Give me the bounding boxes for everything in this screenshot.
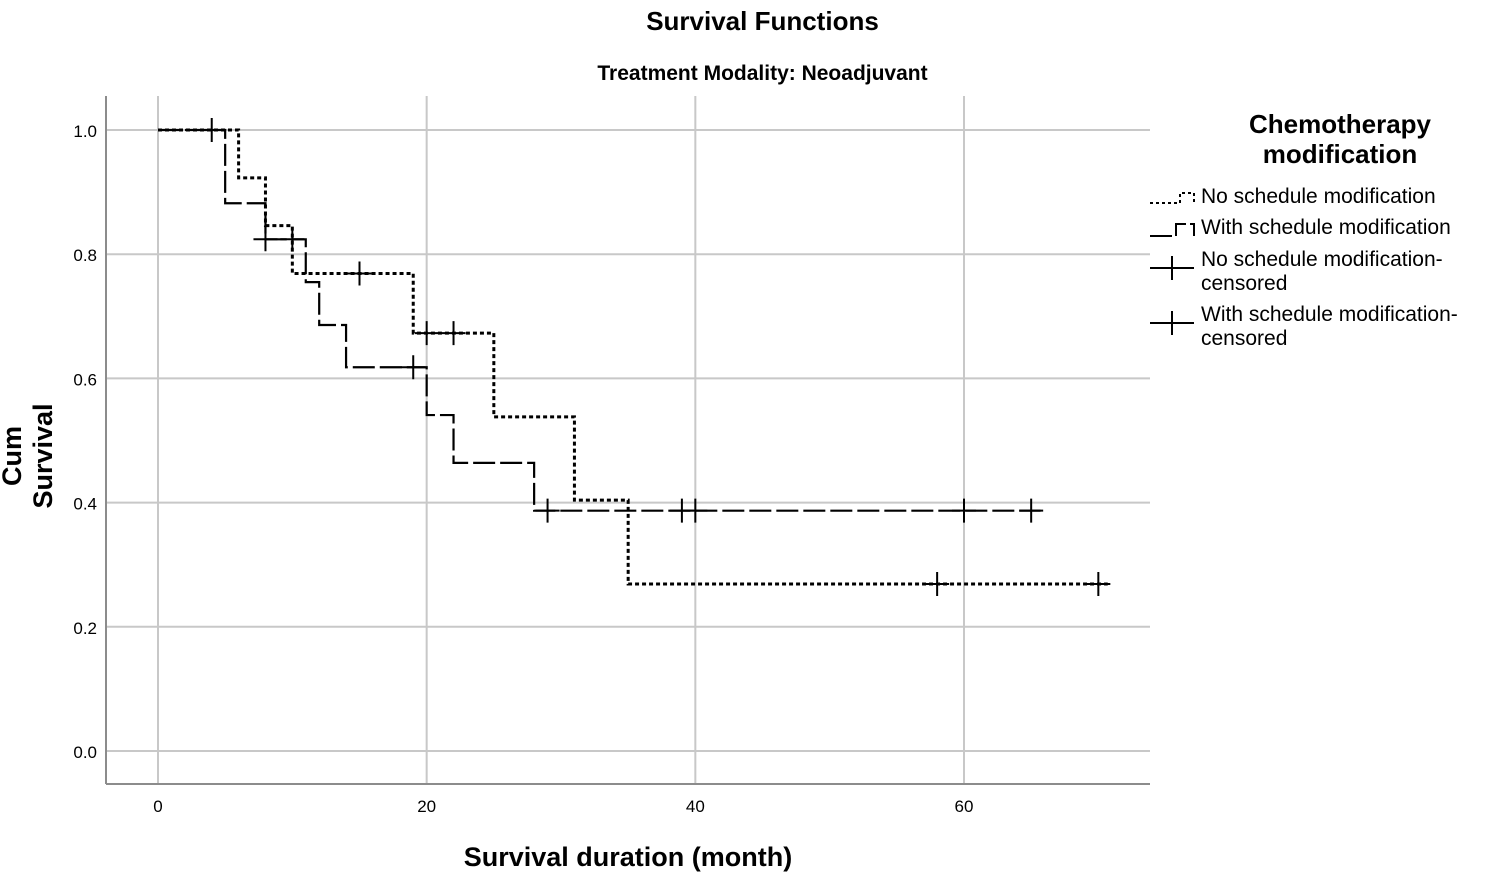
chart-title: Survival Functions [646, 6, 879, 36]
legend-title-line-2: modification [1262, 139, 1418, 169]
legend-title: Chemotherapy modification [1170, 109, 1500, 169]
censor-mark [199, 118, 224, 142]
x-tick-label: 20 [417, 797, 436, 816]
censor-mark-icon [1150, 256, 1194, 280]
x-tick-label: 60 [955, 797, 974, 816]
survival-curve-no-schedule [158, 128, 1108, 586]
dotted-line-icon [1150, 192, 1195, 204]
y-tick-label: 0.6 [73, 370, 97, 389]
x-tick-label: 40 [686, 797, 705, 816]
censor-mark [253, 227, 278, 252]
censor-mark [441, 321, 466, 346]
legend-label: With schedule modification- censored [1201, 303, 1458, 350]
censor-mark [1086, 571, 1111, 596]
x-axis-label: Survival duration (month) [463, 842, 793, 872]
x-tick-label: 0 [153, 797, 162, 816]
legend-item-with-schedule: With schedule modification [1148, 216, 1500, 266]
censor-mark [414, 321, 439, 346]
censor-mark [280, 227, 305, 252]
survival-curve-with-schedule [158, 128, 1041, 512]
legend-item-no-schedule-censored: No schedule modification- censored [1148, 248, 1500, 298]
censor-mark [401, 355, 426, 380]
censor-mark-icon [1150, 311, 1194, 335]
y-tick-label: 0.4 [73, 495, 97, 514]
chart-subtitle: Treatment Modality: Neoadjuvant [597, 62, 928, 85]
censor-mark [347, 261, 372, 286]
censor-mark [535, 498, 560, 523]
legend-label: No schedule modification- censored [1201, 248, 1443, 295]
legend-title-line-1: Chemotherapy [1248, 109, 1432, 139]
y-tick-label: 1.0 [73, 122, 97, 141]
legend-item-with-schedule-censored: With schedule modification- censored [1148, 303, 1500, 353]
censor-mark [925, 571, 950, 596]
y-tick-label: 0.2 [73, 619, 97, 638]
y-tick-label: 0.0 [73, 743, 97, 762]
legend-label: No schedule modification [1201, 185, 1436, 208]
y-tick-label: 0.8 [73, 246, 97, 265]
dashed-line-icon [1150, 223, 1195, 237]
censor-mark [683, 498, 708, 523]
censor-mark [952, 498, 976, 523]
legend-item-no-schedule: No schedule modification [1148, 185, 1500, 235]
censor-mark [1019, 498, 1044, 523]
legend-label: With schedule modification [1201, 216, 1451, 239]
